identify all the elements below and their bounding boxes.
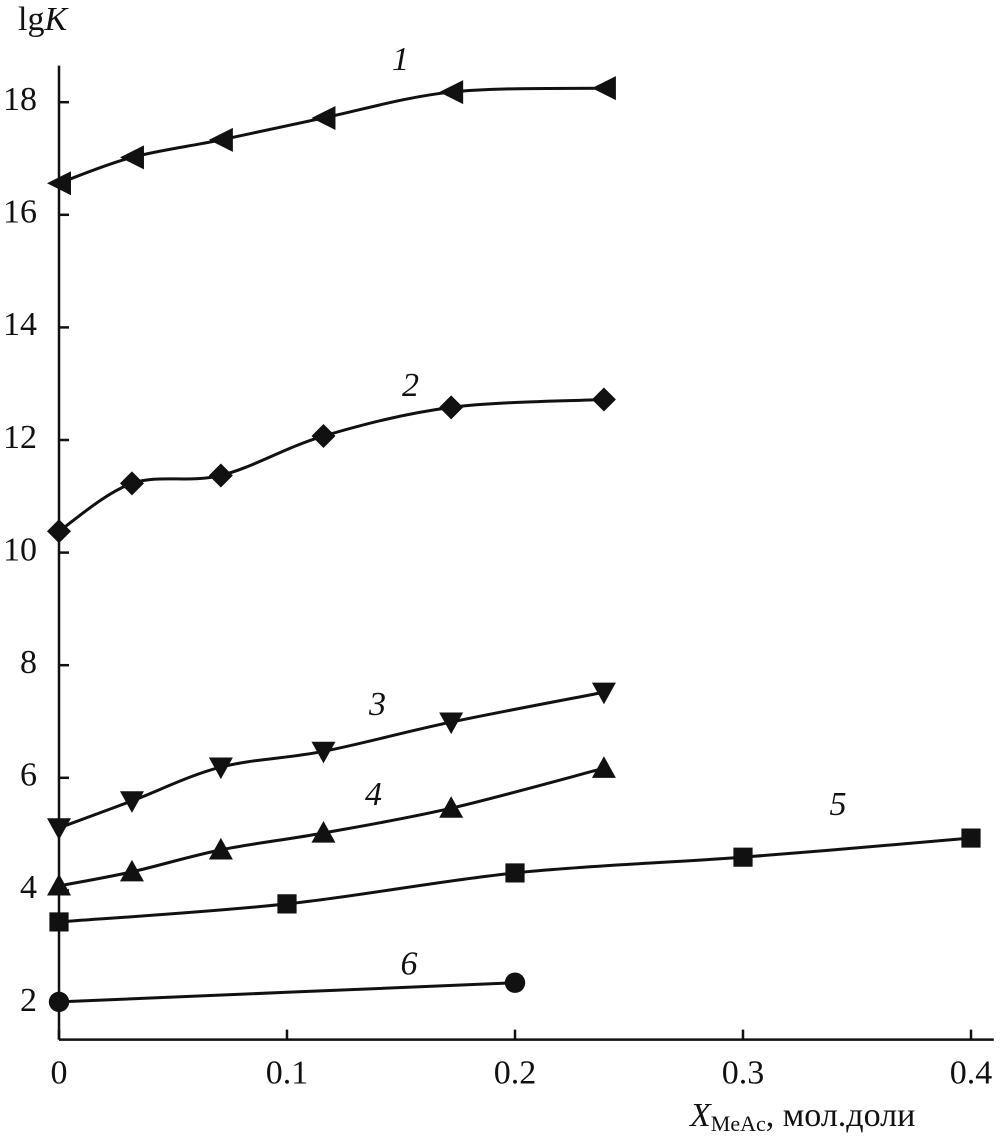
x-label-text: , мол.доли [766, 1097, 916, 1134]
data-point [208, 837, 233, 860]
series-label: 2 [402, 367, 419, 404]
data-point [311, 820, 336, 843]
data-point [591, 682, 616, 705]
y-tick-label: 10 [3, 531, 37, 568]
data-point [119, 145, 144, 170]
data-point [439, 796, 464, 818]
y-axis-label: lgK [18, 1, 69, 38]
y-tick-label: 18 [3, 81, 37, 118]
y-tick-label: 4 [20, 869, 37, 906]
x-label-subscript: MeAc [711, 1111, 766, 1136]
data-point [47, 873, 71, 896]
data-point [961, 828, 981, 848]
x-tick-label: 0.3 [722, 1054, 765, 1091]
y-tick-label: 6 [20, 757, 37, 794]
x-tick-label: 0 [51, 1054, 68, 1091]
data-point [47, 519, 71, 544]
data-point [47, 171, 71, 196]
series-label: 5 [830, 786, 847, 823]
data-point [277, 894, 297, 914]
series-label: 3 [368, 686, 386, 723]
data-point [311, 105, 336, 130]
data-point [505, 863, 525, 883]
y-tick-label: 8 [20, 644, 37, 681]
data-point [47, 818, 71, 840]
data-point [504, 972, 526, 993]
data-point [119, 859, 144, 882]
x-tick-label: 0.4 [950, 1054, 993, 1091]
data-point [311, 741, 336, 764]
data-point [208, 463, 233, 488]
data-point [591, 76, 616, 101]
data-point [208, 127, 233, 152]
y-tick-label: 16 [3, 194, 37, 231]
y-tick-label: 2 [20, 982, 37, 1019]
series-line [58, 981, 516, 1004]
data-point [119, 471, 144, 496]
data-point [119, 791, 144, 813]
series-label: 4 [365, 776, 382, 813]
x-label-symbol: X [688, 1097, 712, 1134]
data-point [733, 847, 753, 867]
data-point [208, 757, 233, 780]
data-point [49, 912, 69, 932]
x-axis-label: XMeAc, мол.доли [688, 1097, 915, 1136]
y-label-symbol: K [43, 1, 69, 38]
data-point [439, 712, 464, 735]
y-tick-label: 14 [3, 306, 37, 343]
data-point [439, 80, 464, 105]
data-point [591, 387, 616, 412]
data-point [591, 756, 616, 778]
y-label-text: lg [18, 1, 44, 38]
series-line [58, 86, 604, 185]
series-line [58, 690, 605, 830]
x-tick-label: 0.2 [494, 1054, 537, 1091]
series-label: 6 [401, 946, 418, 983]
y-tick-label: 12 [3, 419, 37, 456]
data-point [311, 424, 336, 449]
series-line [58, 397, 604, 533]
data-point [439, 395, 464, 420]
data-point [48, 991, 70, 1013]
series-label: 1 [392, 41, 409, 78]
x-tick-label: 0.1 [266, 1054, 309, 1091]
